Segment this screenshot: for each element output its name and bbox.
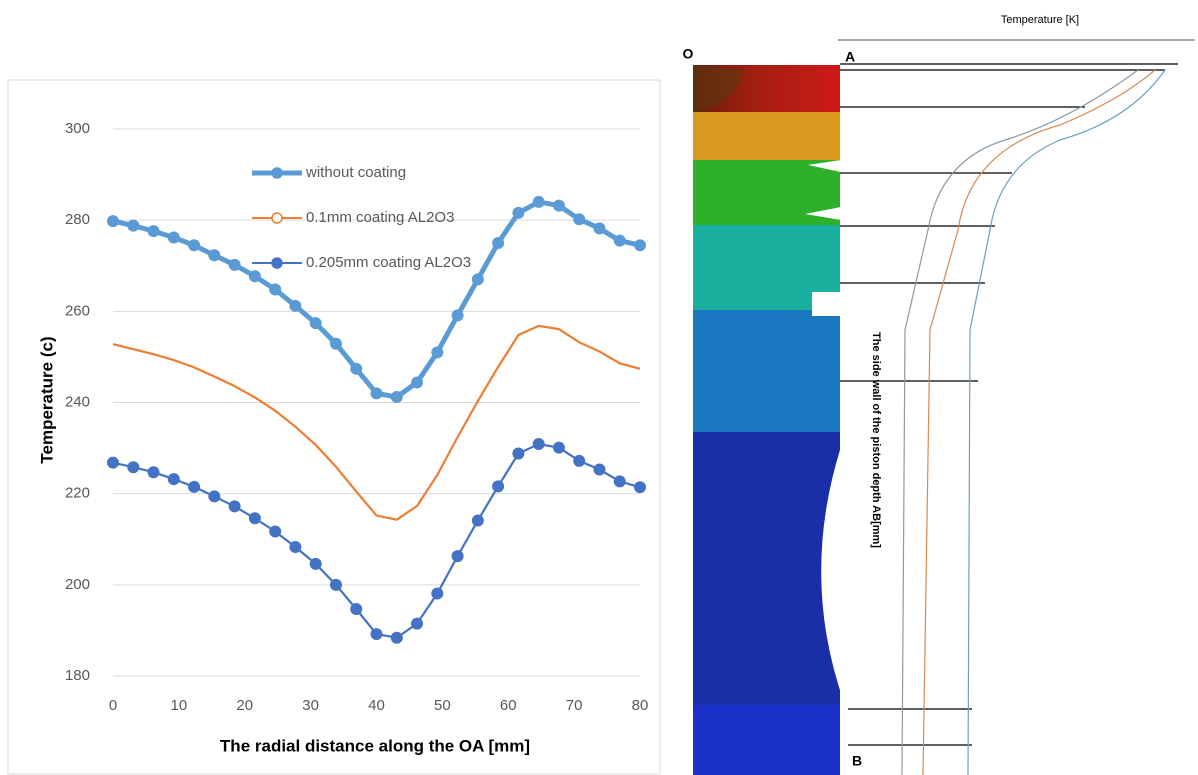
marker (371, 628, 383, 640)
marker (168, 231, 180, 243)
x-tick-label: 30 (302, 697, 319, 714)
marker (492, 480, 504, 492)
marker (593, 464, 605, 476)
x-tick-label: 60 (500, 697, 517, 714)
marker (107, 457, 119, 469)
piston-diagram: Temperature [K] O A B The side wall of t… (683, 14, 1195, 775)
marker (310, 317, 322, 329)
marker (472, 273, 484, 285)
chart-frame (8, 80, 660, 774)
x-tick-label: 50 (434, 697, 451, 714)
marker (249, 512, 261, 524)
marker (553, 200, 565, 212)
x-axis-title: The radial distance along the OA [mm] (220, 736, 530, 755)
marker (148, 225, 160, 237)
marker (289, 541, 301, 553)
marker (452, 309, 464, 321)
y-tick-label: 300 (65, 120, 90, 137)
marker (411, 618, 423, 630)
marker (512, 207, 524, 219)
marker (310, 558, 322, 570)
temperature-axis-title: Temperature [K] (1001, 14, 1079, 26)
marker (391, 632, 403, 644)
marker (573, 213, 585, 225)
marker (107, 215, 119, 227)
x-tick-label: 70 (566, 697, 583, 714)
band (693, 432, 840, 705)
marker (431, 587, 443, 599)
marker (350, 603, 362, 615)
marker (472, 515, 484, 527)
legend-label: 0.205mm coating AL2O3 (306, 254, 471, 271)
marker (573, 455, 585, 467)
marker (188, 481, 200, 493)
marker (148, 466, 160, 478)
marker (208, 249, 220, 261)
marker (330, 338, 342, 350)
marker (188, 239, 200, 251)
y-tick-label: 280 (65, 211, 90, 228)
marker (168, 473, 180, 485)
band (693, 705, 840, 775)
y-tick-label: 220 (65, 485, 90, 502)
x-tick-label: 40 (368, 697, 385, 714)
marker (411, 376, 423, 388)
marker (127, 220, 139, 232)
marker (350, 363, 362, 375)
legend-marker (272, 213, 282, 223)
legend-marker (272, 258, 282, 268)
point-label: A (845, 49, 855, 65)
marker (593, 222, 605, 234)
marker (208, 490, 220, 502)
x-tick-label: 20 (236, 697, 253, 714)
marker (614, 235, 626, 247)
marker (229, 500, 241, 512)
x-tick-label: 80 (632, 697, 649, 714)
marker (634, 239, 646, 251)
marker (249, 270, 261, 282)
y-tick-label: 240 (65, 393, 90, 410)
marker (533, 438, 545, 450)
legend-label: 0.1mm coating AL2O3 (306, 209, 454, 226)
wall-label: The side wall of the piston depth AB[mm] (870, 332, 882, 548)
x-tick-label: 0 (109, 697, 117, 714)
marker (492, 237, 504, 249)
marker (289, 300, 301, 312)
marker (269, 526, 281, 538)
marker (391, 391, 403, 403)
y-axis-title: Temperature (c) (37, 336, 56, 463)
marker (269, 283, 281, 295)
marker (431, 346, 443, 358)
marker (614, 475, 626, 487)
marker (553, 442, 565, 454)
legend-label: without coating (305, 164, 406, 181)
y-tick-label: 180 (65, 667, 90, 684)
marker (533, 196, 545, 208)
marker (371, 387, 383, 399)
band (693, 112, 840, 160)
profile-curves (902, 70, 1165, 775)
depth-lines (840, 64, 1178, 745)
marker (452, 550, 464, 562)
y-tick-label: 260 (65, 302, 90, 319)
marker (127, 461, 139, 473)
marker (229, 259, 241, 271)
legend-marker (272, 168, 282, 178)
figure: Temperature (c) The radial distance alon… (0, 0, 1198, 775)
point-label: O (683, 46, 694, 62)
marker (512, 448, 524, 460)
marker (634, 481, 646, 493)
marker (330, 579, 342, 591)
y-tick-label: 200 (65, 576, 90, 593)
point-label: B (852, 753, 862, 769)
x-tick-label: 10 (171, 697, 188, 714)
band (693, 310, 840, 432)
